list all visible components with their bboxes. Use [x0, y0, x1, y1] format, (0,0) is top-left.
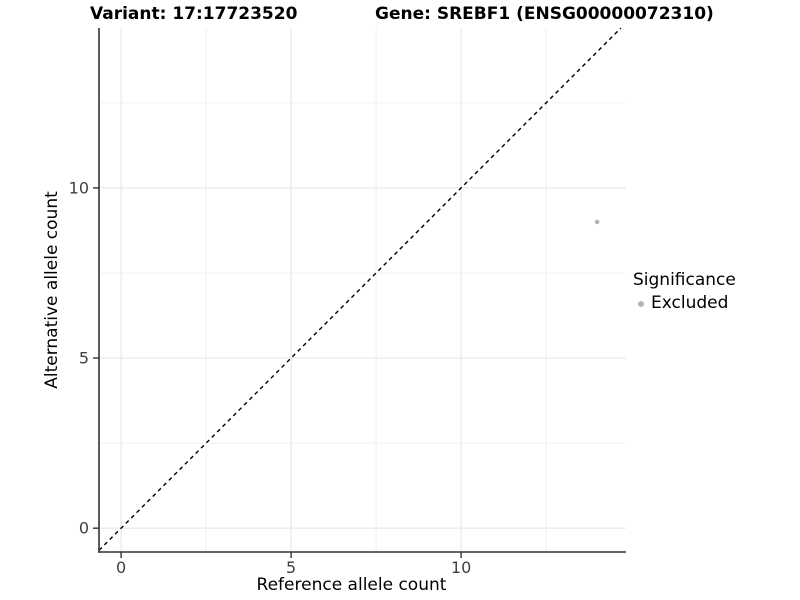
x-tick-label: 10	[451, 558, 471, 577]
identity-line	[98, 27, 622, 551]
legend-title: Significance	[633, 270, 736, 290]
y-axis-title: Alternative allele count	[42, 191, 62, 389]
x-tick-label: 5	[286, 558, 296, 577]
data-point	[594, 219, 600, 225]
legend-point-icon	[638, 300, 644, 307]
y-tick-label: 5	[79, 349, 89, 368]
x-tick-label: 0	[116, 558, 126, 577]
plot-title-variant: Variant: 17:17723520	[90, 4, 298, 24]
x-axis-title: Reference allele count	[256, 575, 447, 595]
y-tick-label: 10	[69, 178, 89, 197]
plot-title-gene: Gene: SREBF1 (ENSG00000072310)	[375, 4, 714, 24]
legend-item-excluded: Excluded	[633, 293, 736, 313]
legend: Significance Excluded	[633, 270, 736, 314]
legend-item-label: Excluded	[651, 293, 729, 314]
y-tick-label: 0	[79, 519, 89, 538]
